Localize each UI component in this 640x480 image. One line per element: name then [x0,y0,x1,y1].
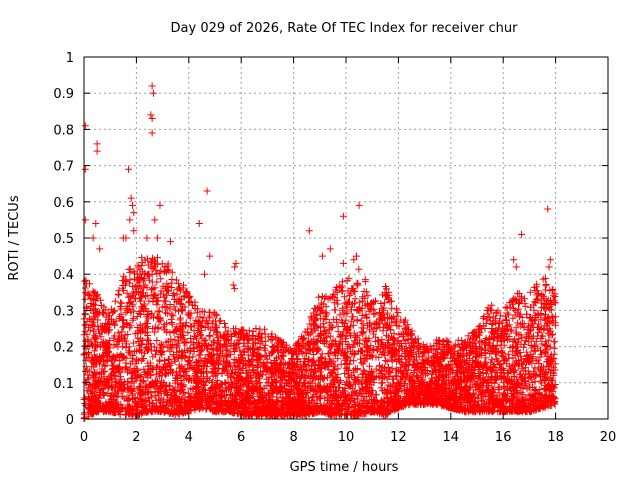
outlier-point [355,201,363,209]
outlier-point [545,263,553,271]
outlier-point [92,220,100,228]
x-tick-label: 0 [80,430,88,445]
outlier-point [93,147,101,155]
y-tick-label: 1 [66,51,74,66]
outlier-point [156,201,164,209]
x-tick-label: 20 [600,430,617,445]
outlier-point [201,270,209,278]
outlier-point [518,230,526,238]
y-tick-label: 0.8 [53,123,74,138]
outlier-point [148,115,156,123]
outlier-point [305,227,313,235]
chart-title: Day 029 of 2026, Rate Of TEC Index for r… [171,21,519,36]
y-tick-label: 0.6 [53,196,74,211]
x-tick-label: 12 [390,430,407,445]
outlier-point [350,256,358,264]
x-tick-label: 18 [547,430,564,445]
x-tick-label: 14 [443,430,460,445]
outlier-point [512,263,520,271]
outlier-point [544,205,552,213]
outlier-point [339,212,347,220]
outlier-point [231,263,239,271]
y-tick-label: 0.4 [53,268,74,283]
outlier-point [148,82,156,90]
y-axis-label: ROTI / TECUs [7,195,22,280]
y-tick-label: 0.3 [53,304,74,319]
outlier-point [546,256,554,264]
outlier-point [130,209,138,217]
x-tick-label: 2 [132,430,140,445]
outlier-point [206,252,214,260]
outlier-point [81,216,89,224]
outlier-point [89,234,97,242]
outlier-point [229,281,237,289]
outlier-point [147,111,155,119]
outlier-point [339,259,347,267]
outlier-point [126,216,134,224]
y-tick-label: 0 [66,413,74,428]
outlier-point [203,187,211,195]
outlier-point [166,238,174,246]
y-tick-label: 0.5 [53,232,74,247]
outlier-point [143,234,151,242]
outlier-point [81,122,89,130]
x-tick-label: 8 [289,430,297,445]
outlier-point [125,165,133,173]
outlier-point [148,129,156,137]
outlier-point [510,256,518,264]
x-axis-ticks: 0 2 4 6 8 10 12 14 16 18 20 [80,57,616,445]
outlier-point [81,165,89,173]
outlier-point [153,234,161,242]
outlier-point [128,201,136,209]
point-cloud [80,254,559,423]
x-axis-label: GPS time / hours [290,460,399,475]
x-tick-label: 6 [237,430,245,445]
y-tick-label: 0.9 [53,87,74,102]
y-tick-label: 0.7 [53,160,74,175]
outlier-point [326,245,334,253]
outlier-point [96,245,104,253]
outlier-point [149,89,157,97]
x-tick-label: 4 [185,430,193,445]
outlier-point [232,259,240,267]
outlier-point [231,285,239,293]
outlier-point [318,252,326,260]
outlier-point [93,140,101,148]
outlier-point [195,220,203,228]
y-axis-ticks: 0 0.1 0.2 0.3 0.4 0.5 0.6 0.7 0.8 0.9 1 [53,51,608,428]
outlier-point [151,216,159,224]
outlier-point [119,234,127,242]
outlier-point [352,252,360,260]
y-tick-label: 0.1 [53,377,74,392]
y-tick-label: 0.2 [53,341,74,356]
data-points [80,82,559,423]
outlier-point [127,194,135,202]
x-tick-label: 16 [495,430,512,445]
x-tick-label: 10 [338,430,355,445]
outlier-point [130,227,138,235]
